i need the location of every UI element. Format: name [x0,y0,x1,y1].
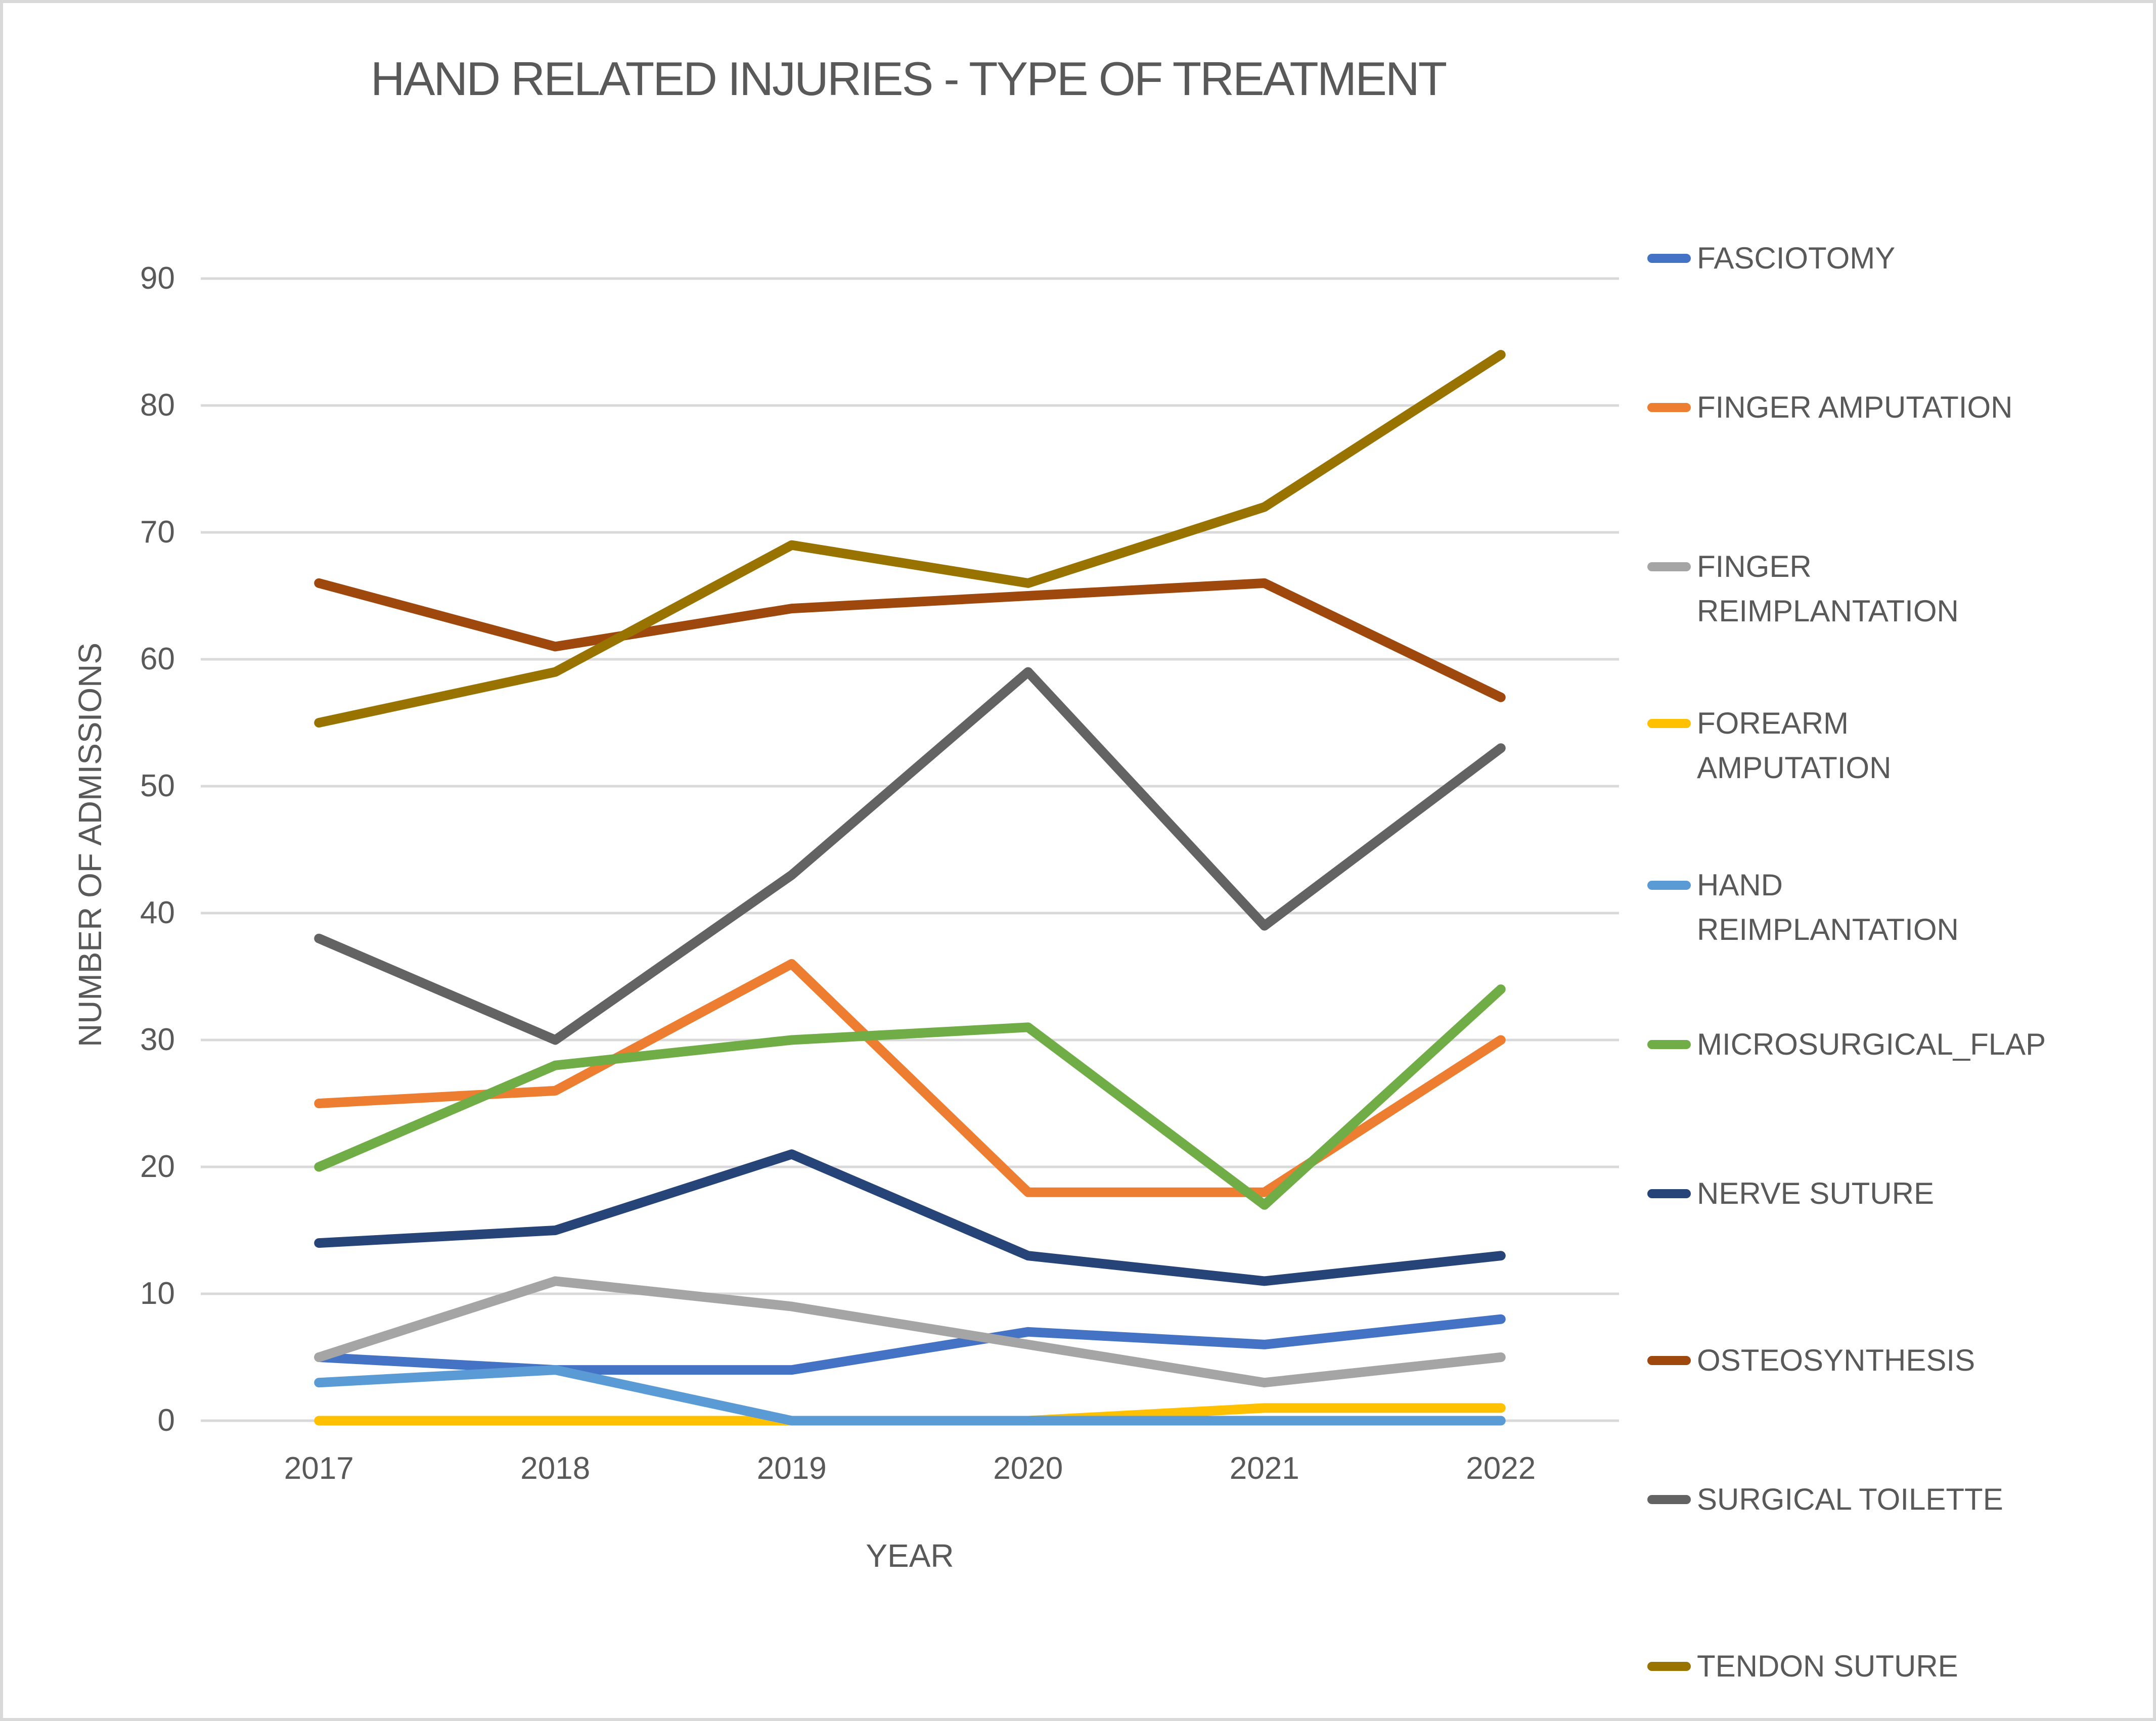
legend-label-nerve-suture: NERVE SUTURE [1697,1176,1934,1210]
x-axis-title: YEAR [866,1537,954,1574]
legend-swatch-finger-reimplantation [1647,562,1691,571]
legend-swatch-finger-amputation [1647,403,1691,412]
series-line-surgical-toilette [314,667,1506,1045]
legend-swatch-nerve-suture [1647,1189,1691,1198]
legend-label-finger-amputation: FINGER AMPUTATION [1697,390,2013,424]
y-tick-label-20: 20 [140,1149,175,1184]
series-line-nerve-suture [314,1149,1506,1286]
y-tick-label-80: 80 [140,388,175,423]
legend-label-finger-reimplantation: FINGER REIMPLANTATION [1697,550,1959,628]
y-tick-label-0: 0 [157,1403,175,1438]
series-line-hand-reimplantation [314,1365,1506,1426]
y-tick-label-10: 10 [140,1276,175,1311]
legend-label-surgical-toilette: SURGICAL TOILETTE [1697,1482,2003,1516]
y-tick-label-90: 90 [140,261,175,296]
legend-label-tendon-suture: TENDON SUTURE [1697,1649,1958,1683]
series-line-finger-amputation [314,959,1506,1197]
legend-swatch-surgical-toilette [1647,1495,1691,1504]
plot-area [201,277,1619,1426]
x-tick-label-2018: 2018 [520,1451,591,1486]
legend-swatch-forearm-amputation [1647,719,1691,728]
x-tick-label-2021: 2021 [1229,1451,1299,1486]
y-tick-label-50: 50 [140,768,175,803]
x-tick-label-2019: 2019 [756,1451,827,1486]
chart-title: HAND RELATED INJURIES - TYPE OF TREATMEN… [370,52,1447,105]
legend-swatch-osteosynthesis [1647,1356,1691,1365]
legend-swatch-microsurgical-flap [1647,1040,1691,1049]
x-tick-label-2022: 2022 [1466,1451,1536,1486]
legend-swatch-fasciotomy [1647,254,1691,263]
series-line-tendon-suture [314,350,1506,728]
legend-label-osteosynthesis: OSTEOSYNTHESIS [1697,1343,1975,1377]
series-line-finger-reimplantation [314,1276,1506,1388]
y-tick-label-40: 40 [140,895,175,930]
x-tick-label-2017: 2017 [284,1451,354,1486]
y-tick-label-60: 60 [140,642,175,676]
legend-swatch-tendon-suture [1647,1662,1691,1671]
legend-label-microsurgical-flap: MICROSURGICAL_FLAP [1697,1027,2046,1061]
y-tick-label-70: 70 [140,515,175,550]
legend-swatch-hand-reimplantation [1647,881,1691,890]
series-line-osteosynthesis [314,578,1506,702]
series-line-microsurgical-flap [314,984,1506,1210]
legend-label-forearm-amputation: FOREARM AMPUTATION [1697,706,1892,785]
legend-label-fasciotomy: FASCIOTOMY [1697,241,1896,275]
y-tick-label-30: 30 [140,1022,175,1057]
x-tick-label-2020: 2020 [993,1451,1063,1486]
legend-label-hand-reimplantation: HAND REIMPLANTATION [1697,868,1959,946]
